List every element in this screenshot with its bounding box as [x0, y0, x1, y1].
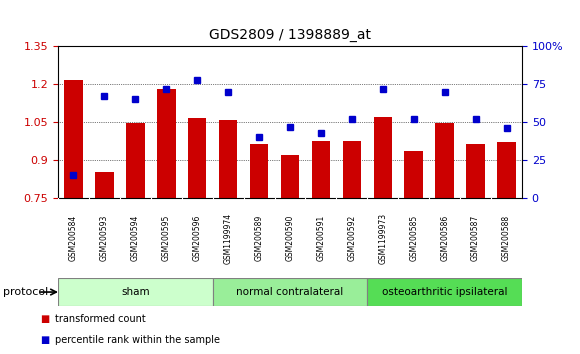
Bar — [95, 172, 114, 198]
Text: protocol: protocol — [3, 287, 48, 297]
Text: percentile rank within the sample: percentile rank within the sample — [55, 335, 220, 345]
Bar — [213, 278, 367, 306]
Bar — [466, 144, 485, 198]
Text: GSM200587: GSM200587 — [471, 215, 480, 261]
Bar — [367, 278, 522, 306]
Bar — [343, 141, 361, 198]
Bar — [157, 89, 176, 198]
Bar — [250, 144, 269, 198]
Text: osteoarthritic ipsilateral: osteoarthritic ipsilateral — [382, 287, 508, 297]
Text: GSM200591: GSM200591 — [317, 215, 325, 261]
Text: GSM200593: GSM200593 — [100, 215, 109, 261]
Text: GSM1199974: GSM1199974 — [224, 212, 233, 264]
Text: GSM200584: GSM200584 — [69, 215, 78, 261]
Text: GSM200590: GSM200590 — [285, 215, 295, 261]
Title: GDS2809 / 1398889_at: GDS2809 / 1398889_at — [209, 28, 371, 42]
Text: GSM200596: GSM200596 — [193, 215, 202, 261]
Bar — [497, 142, 516, 198]
Text: GSM200589: GSM200589 — [255, 215, 263, 261]
Bar — [281, 155, 299, 198]
Text: GSM200594: GSM200594 — [131, 215, 140, 261]
Text: GSM1199973: GSM1199973 — [378, 212, 387, 264]
Text: ■: ■ — [41, 335, 50, 345]
Text: normal contralateral: normal contralateral — [237, 287, 343, 297]
Text: GSM200588: GSM200588 — [502, 215, 511, 261]
Text: ■: ■ — [41, 314, 50, 324]
Bar — [58, 278, 213, 306]
Bar — [374, 117, 392, 198]
Text: transformed count: transformed count — [55, 314, 146, 324]
Bar — [126, 124, 144, 198]
Bar — [311, 141, 330, 198]
Text: GSM200585: GSM200585 — [409, 215, 418, 261]
Text: sham: sham — [121, 287, 150, 297]
Bar — [64, 80, 83, 198]
Text: GSM200595: GSM200595 — [162, 215, 171, 261]
Text: GSM200586: GSM200586 — [440, 215, 449, 261]
Bar — [436, 124, 454, 198]
Bar — [404, 151, 423, 198]
Bar — [219, 120, 237, 198]
Text: GSM200592: GSM200592 — [347, 215, 356, 261]
Bar — [188, 118, 206, 198]
